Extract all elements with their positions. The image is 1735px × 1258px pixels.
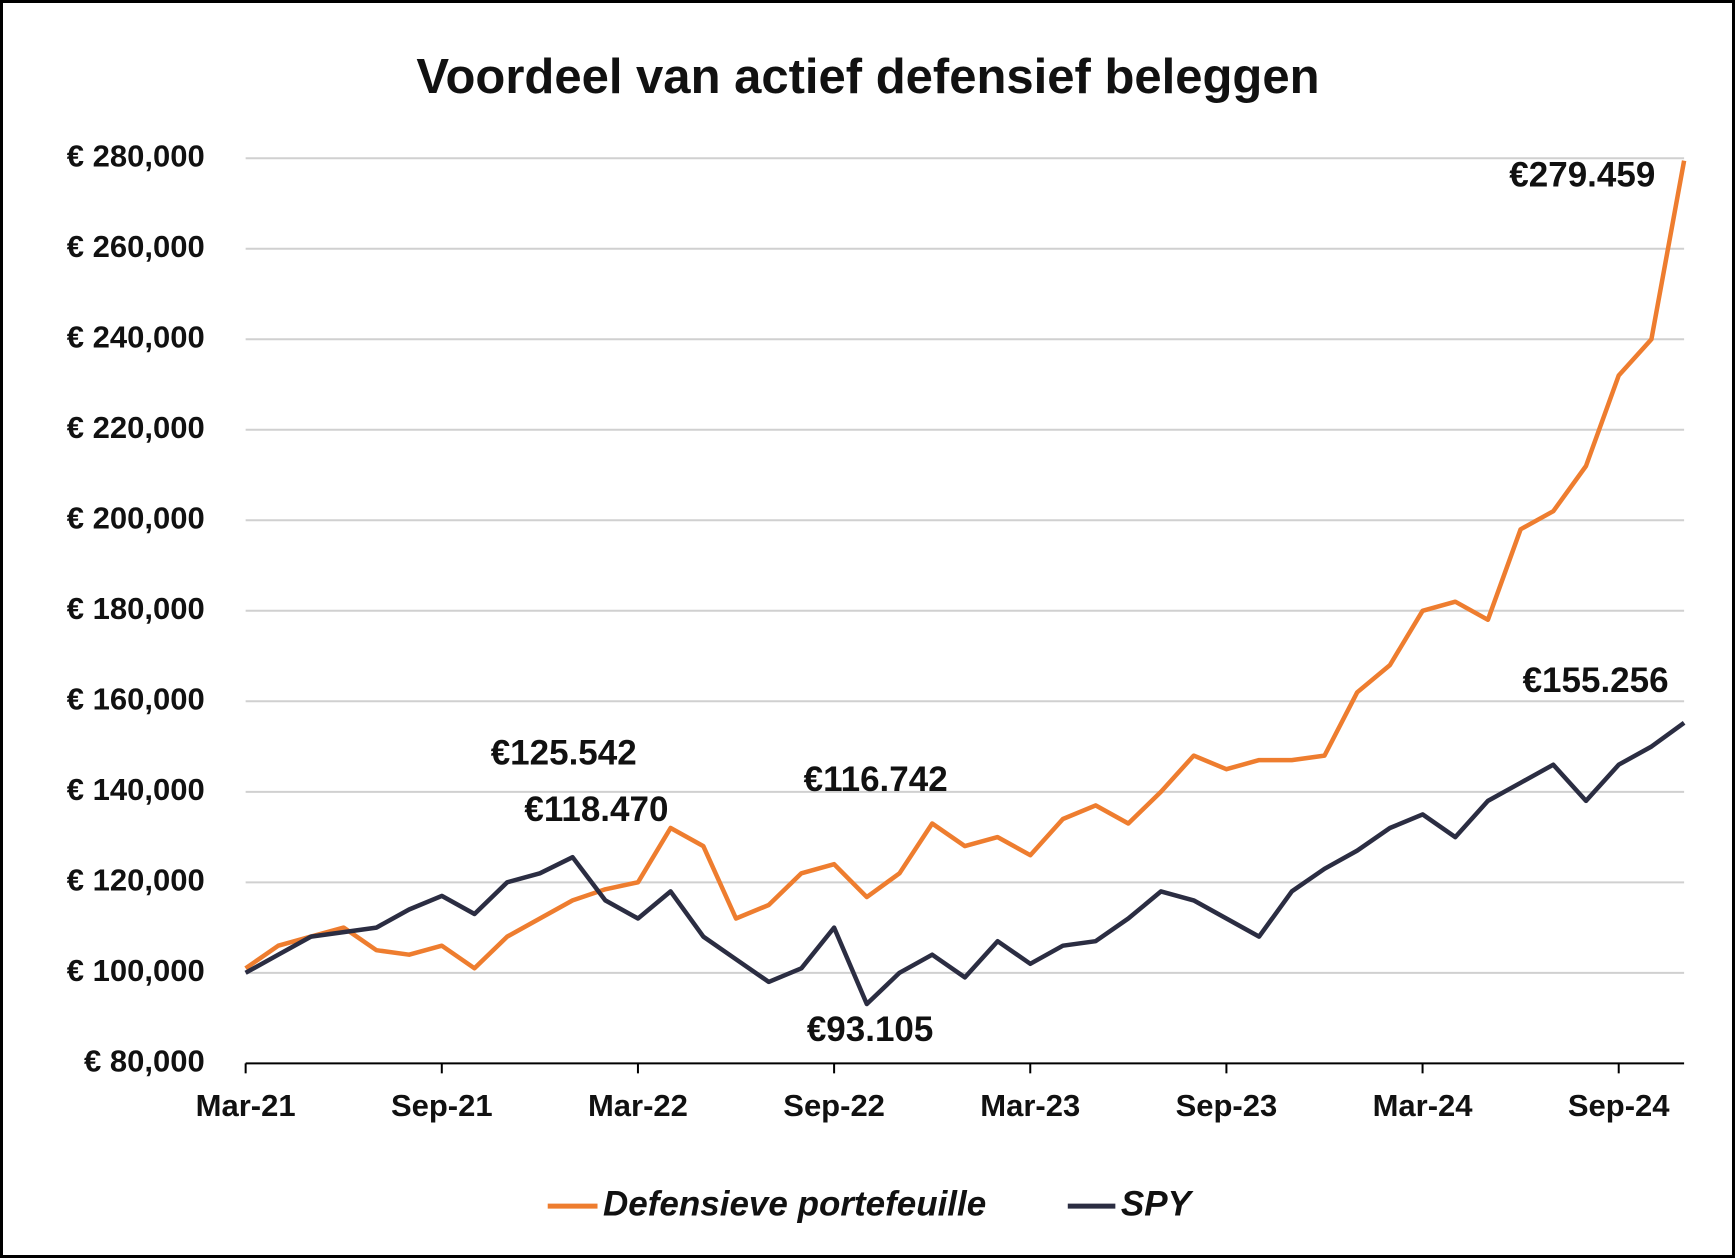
annotation: €125.542 [491, 734, 637, 773]
y-tick-label: € 180,000 [67, 591, 205, 626]
legend-label: SPY [1121, 1184, 1194, 1223]
x-tick-label: Mar-24 [1373, 1088, 1474, 1123]
annotation: €116.742 [804, 760, 948, 799]
annotation: €118.470 [524, 790, 668, 829]
series-line [244, 160, 1687, 971]
x-tick-label: Sep-22 [783, 1088, 885, 1123]
y-tick-label: € 160,000 [67, 681, 205, 716]
x-tick-label: Mar-21 [196, 1088, 296, 1123]
annotation: €279.459 [1509, 156, 1655, 195]
annotation: €155.256 [1523, 661, 1669, 700]
y-tick-label: € 220,000 [67, 410, 205, 445]
chart-title: Voordeel van actief defensief beleggen [416, 50, 1319, 104]
x-tick-label: Sep-23 [1176, 1088, 1278, 1123]
y-tick-label: € 200,000 [67, 500, 205, 535]
y-tick-label: € 140,000 [67, 772, 205, 807]
y-tick-label: € 240,000 [67, 319, 205, 354]
y-tick-label: € 260,000 [67, 229, 205, 264]
x-tick-label: Mar-23 [980, 1088, 1080, 1123]
legend-label: Defensieve portefeuille [603, 1184, 986, 1223]
y-tick-label: € 280,000 [67, 138, 205, 173]
x-tick-label: Sep-21 [391, 1088, 493, 1123]
x-tick-label: Sep-24 [1568, 1088, 1670, 1123]
y-tick-label: € 100,000 [67, 953, 205, 988]
y-tick-label: € 80,000 [84, 1044, 205, 1079]
series-line [244, 720, 1686, 1007]
x-tick-label: Mar-22 [588, 1088, 688, 1123]
annotation: €93.105 [807, 1010, 934, 1049]
y-tick-label: € 120,000 [67, 863, 205, 898]
